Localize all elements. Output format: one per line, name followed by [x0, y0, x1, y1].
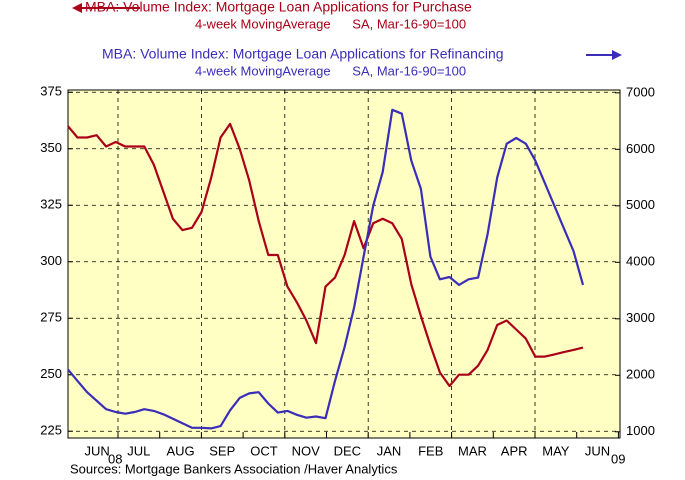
series-title: MBA: Volume Index: Mortgage Loan Applica…: [85, 0, 472, 15]
x-tick-label: NOV: [292, 443, 321, 458]
y2-tick-label: 6000: [626, 141, 655, 156]
series-note: 4-week MovingAverage SA, Mar-16-90=100: [195, 16, 466, 31]
series-line: [67, 122, 584, 388]
y-tick-label: 375: [40, 84, 62, 99]
x-tick-label: SEP: [209, 443, 235, 458]
y-tick-label: 225: [40, 423, 62, 438]
x-tick-label: MAY: [542, 443, 570, 458]
x-tick-label: JUN: [85, 443, 110, 458]
legend-arrow: [72, 3, 82, 13]
year-label: 08: [108, 451, 122, 466]
x-tick-label: AUG: [166, 443, 194, 458]
y-tick-label: 275: [40, 310, 62, 325]
x-tick-label: MAR: [458, 443, 487, 458]
y-tick-label: 325: [40, 197, 62, 212]
y2-tick-label: 7000: [626, 84, 655, 99]
x-tick-label: APR: [501, 443, 528, 458]
x-tick-label: FEB: [418, 443, 443, 458]
source: Sources: Mortgage Bankers Association /H…: [70, 461, 398, 476]
legend-arrow: [612, 50, 622, 60]
series-note: 4-week MovingAverage SA, Mar-16-90=100: [195, 63, 466, 78]
series-title: MBA: Volume Index: Mortgage Loan Applica…: [102, 46, 504, 62]
y2-tick-label: 5000: [626, 197, 655, 212]
y-tick-label: 300: [40, 253, 62, 268]
x-tick-label: DEC: [334, 443, 361, 458]
x-tick-label: JUN: [585, 443, 610, 458]
series-line: [67, 108, 585, 430]
year-label: 09: [611, 451, 625, 466]
x-tick-label: JUL: [127, 443, 150, 458]
y-tick-label: 350: [40, 140, 62, 155]
y2-tick-label: 3000: [626, 310, 655, 325]
x-tick-label: OCT: [250, 443, 278, 458]
x-tick-label: JAN: [377, 443, 402, 458]
y2-tick-label: 4000: [626, 254, 655, 269]
y2-tick-label: 1000: [626, 423, 655, 438]
y-tick-label: 250: [40, 366, 62, 381]
y2-tick-label: 2000: [626, 367, 655, 382]
plot-area: [67, 89, 621, 439]
